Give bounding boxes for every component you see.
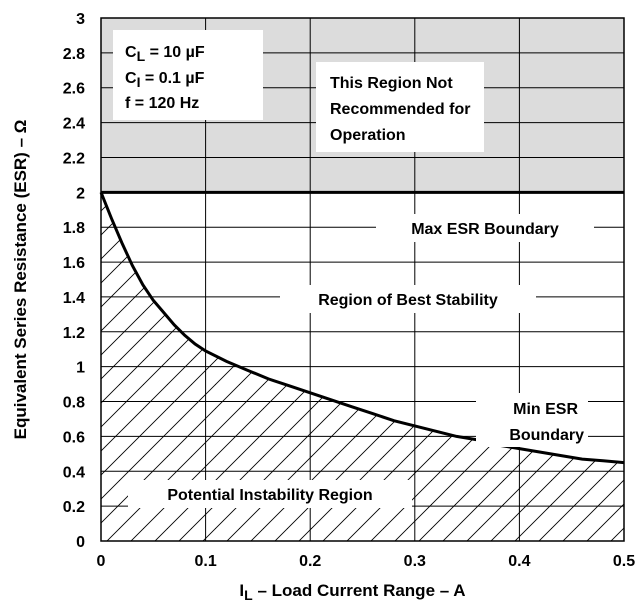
y-tick-label: 3 [76,11,85,28]
x-tick-label: 0.1 [194,553,216,570]
condition-ci: CI = 0.1 µF [125,70,205,90]
y-tick-labels: 0 0.2 0.4 0.6 0.8 1 1.2 1.4 1.6 1.8 2 2.2 2.4 2.6 2.8 3 [63,11,85,551]
y-tick-label: 0.4 [63,464,85,481]
x-tick-label: 0.2 [299,553,321,570]
y-tick-label: 0.2 [63,499,85,516]
y-tick-label: 2.2 [63,150,85,167]
y-tick-label: 2.6 [63,81,85,98]
x-tick-label: 0.3 [404,553,426,570]
y-tick-label: 0.8 [63,395,85,412]
y-tick-label: 2.8 [63,46,85,63]
not-recommended-line-2: Recommended for [330,101,470,118]
condition-cl: CL = 10 µF [125,44,205,64]
x-axis-title: IL – Load Current Range – A [239,581,465,603]
max-esr-label-text: Max ESR Boundary [411,221,559,238]
condition-freq: f = 120 Hz [125,95,199,112]
x-tick-label: 0.5 [613,553,635,570]
min-esr-label-line-1: Min ESR [513,401,578,418]
conditions-box: CL = 10 µF CI = 0.1 µF f = 120 Hz [113,30,263,120]
y-tick-label: 0.6 [63,429,85,446]
not-recommended-line-3: Operation [330,127,406,144]
instability-label: Potential Instability Region [128,480,412,508]
min-esr-label-line-2: Boundary [509,427,584,444]
instability-label-text: Potential Instability Region [167,487,372,504]
not-recommended-line-1: This Region Not [330,75,453,92]
plot-frame [100,17,625,542]
x-tick-label: 0.4 [508,553,530,570]
not-recommended-label: This Region Not Recommended for Operatio… [316,62,484,152]
min-esr-label: Min ESR Boundary [476,393,588,447]
y-tick-label: 2.4 [63,116,85,133]
y-axis-title: Equivalent Series Resistance (ESR) – Ω [11,120,30,440]
max-esr-label: Max ESR Boundary [376,214,594,242]
y-tick-label: 1.6 [63,255,85,272]
instability-hatch-region [101,192,624,542]
min-esr-boundary-curve [99,191,625,465]
y-tick-label: 1.2 [63,325,85,342]
best-stability-label: Region of Best Stability [280,285,536,313]
y-tick-label: 0 [76,534,85,551]
y-tick-label: 2 [76,185,85,202]
best-stability-text: Region of Best Stability [318,292,498,309]
y-tick-label: 1.8 [63,220,85,237]
x-tick-label: 0 [97,553,106,570]
y-tick-label: 1 [76,360,85,377]
x-tick-labels: 0 0.1 0.2 0.3 0.4 0.5 [97,553,636,570]
y-tick-label: 1.4 [63,290,85,307]
